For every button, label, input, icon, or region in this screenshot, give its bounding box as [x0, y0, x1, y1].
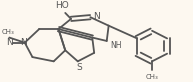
Text: NH: NH	[111, 41, 122, 50]
Text: CH₃: CH₃	[146, 74, 158, 80]
Text: N: N	[20, 38, 27, 47]
Text: N: N	[93, 12, 100, 21]
Text: HO: HO	[55, 1, 69, 10]
Text: N: N	[6, 38, 13, 47]
Text: S: S	[76, 63, 82, 72]
Text: CH₃: CH₃	[2, 29, 15, 35]
